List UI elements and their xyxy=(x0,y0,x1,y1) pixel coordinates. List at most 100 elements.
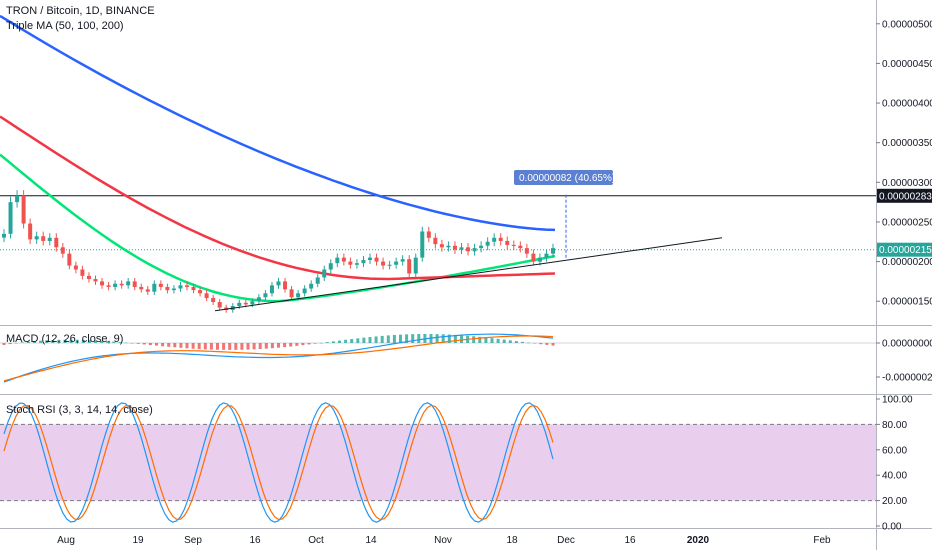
candle-body xyxy=(100,281,105,286)
macd-histogram-bar xyxy=(472,336,476,343)
macd-histogram-bar xyxy=(441,334,445,343)
price-axis-ticks: 0.00000500 0.00000450 0.00000400 0.00000350… xyxy=(876,19,932,308)
candle-body xyxy=(86,275,91,280)
price-tick-label: 0.00000250 xyxy=(882,217,932,228)
candle-body xyxy=(126,281,131,286)
macd-histogram-bar xyxy=(374,336,378,343)
candle-body xyxy=(243,302,248,305)
stoch-axis-ticks: 100.00 80.00 60.00 40.00 20.00 0.00 xyxy=(876,395,913,533)
candle-body xyxy=(60,247,65,254)
macd-histogram-bar xyxy=(234,343,238,350)
macd-histogram-bar xyxy=(313,343,317,344)
candle-body xyxy=(348,261,353,265)
candle-body xyxy=(113,283,118,287)
macd-histogram-bar xyxy=(514,341,518,343)
candle-body xyxy=(54,237,59,248)
macd-histogram-bar xyxy=(295,343,299,346)
price-tick-label: 0.00000150 xyxy=(882,297,932,308)
macd-histogram-bar xyxy=(533,343,537,344)
stoch-tick-label: 80.00 xyxy=(882,420,907,431)
price-tick-label: 0.00000400 xyxy=(882,99,932,110)
candle-body xyxy=(67,253,72,266)
candle-body xyxy=(204,293,209,299)
macd-histogram-bar xyxy=(45,340,49,343)
macd-histogram-bar xyxy=(124,342,128,344)
candle-body xyxy=(544,253,549,258)
candle-body xyxy=(2,233,6,238)
candle-body xyxy=(152,283,157,292)
stoch-rsi-plot xyxy=(3,402,554,523)
candle-body xyxy=(505,240,510,245)
macd-histogram-bar xyxy=(161,343,165,347)
candle-body xyxy=(158,283,163,287)
price-tick-label: 0.00000450 xyxy=(882,59,932,70)
macd-histogram-bar xyxy=(301,343,305,346)
macd-histogram-bar xyxy=(539,343,543,345)
trendline[interactable] xyxy=(214,237,723,312)
macd-histogram-bar xyxy=(94,340,97,343)
price-tag-last-box xyxy=(877,242,932,257)
macd-histogram-bar xyxy=(490,338,494,343)
time-tick-label: Dec xyxy=(557,535,575,546)
macd-histogram-bar xyxy=(26,341,30,343)
macd-histogram-bar xyxy=(209,343,213,350)
candle-body xyxy=(531,253,536,262)
candle-body xyxy=(119,283,124,286)
macd-histogram-bar xyxy=(33,341,36,343)
candle-body xyxy=(165,286,170,291)
candle-body xyxy=(426,231,431,238)
price-pane[interactable] xyxy=(0,0,876,325)
macd-histogram-bar xyxy=(283,343,287,348)
candle-body xyxy=(289,289,294,298)
measure-box xyxy=(514,170,613,185)
time-tick-label: Feb xyxy=(813,535,831,546)
macd-histogram-bar xyxy=(69,339,73,343)
macd-histogram-bar xyxy=(344,339,348,343)
macd-histogram-bar xyxy=(264,343,268,349)
macd-histogram-bar xyxy=(100,340,104,343)
macd-histogram-bar xyxy=(307,343,311,345)
candle-body xyxy=(269,285,274,294)
candle-body xyxy=(28,223,33,240)
stoch-tick-label: 100.00 xyxy=(882,395,913,406)
macd-histogram-bar xyxy=(527,342,531,344)
candle-body xyxy=(309,283,314,289)
time-tick-label: 14 xyxy=(365,535,377,546)
candle-body xyxy=(381,261,386,266)
macd-histogram-bar xyxy=(399,334,402,343)
macd-histogram-bar xyxy=(63,339,67,343)
macd-histogram-bar xyxy=(521,341,524,343)
macd-histogram-bar xyxy=(325,342,329,343)
candle-body xyxy=(492,237,497,242)
candle-body xyxy=(472,248,477,252)
candle-body xyxy=(459,247,464,250)
stoch-d-line xyxy=(3,404,554,521)
candle-body xyxy=(217,302,222,308)
candle-body xyxy=(446,245,451,248)
candle-body xyxy=(511,244,516,246)
macd-histogram-bar xyxy=(331,341,335,343)
macd-histogram-bar xyxy=(197,343,201,350)
candle-body xyxy=(387,264,392,266)
candle-body xyxy=(322,269,327,278)
candle-body xyxy=(211,298,216,303)
macd-histogram-bar xyxy=(20,342,24,343)
macd-histogram-bar xyxy=(258,343,262,350)
macd-histogram-bar xyxy=(478,336,482,343)
time-tick-label: Nov xyxy=(434,535,452,546)
candle-body xyxy=(296,293,301,298)
candle-body xyxy=(73,265,78,270)
time-axis-ticks: Aug 19 Sep 16 Oct 14 Nov 18 Dec 16 2020 Feb xyxy=(57,535,831,546)
candle-body xyxy=(34,236,39,240)
candle-body xyxy=(537,257,542,262)
macd-histogram-bar xyxy=(435,334,439,343)
macd-histogram-bar xyxy=(112,341,116,343)
candle-body xyxy=(139,286,144,290)
macd-histogram-bar xyxy=(14,343,18,344)
macd-histogram-bar xyxy=(142,343,146,345)
candle-body xyxy=(407,259,412,274)
candle-body xyxy=(374,257,379,262)
candle-body xyxy=(256,297,261,302)
time-tick-label: 18 xyxy=(506,535,518,546)
